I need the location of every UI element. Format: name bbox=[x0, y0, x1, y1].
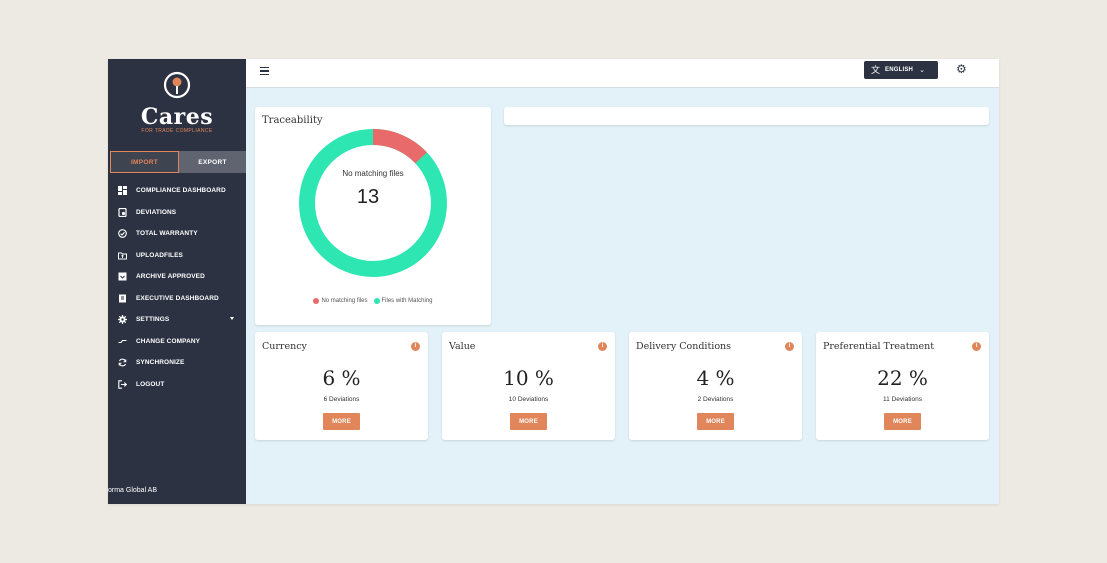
more-button[interactable]: MORE bbox=[510, 413, 547, 430]
stat-value: 22 % bbox=[877, 366, 928, 390]
archive-icon bbox=[118, 272, 127, 281]
value-card: Value i 10 % 10 Deviations MORE bbox=[442, 332, 615, 440]
language-label: ENGLISH bbox=[885, 67, 914, 73]
stat-value: 6 % bbox=[322, 366, 361, 390]
sidebar-item-compliance-dashboard[interactable]: COMPLIANCE DASHBOARD bbox=[108, 180, 246, 202]
sidebar-item-label: UPLOADFILES bbox=[136, 251, 183, 259]
legend-dot bbox=[313, 298, 320, 304]
executive-icon bbox=[118, 294, 127, 303]
brand-name: Cares bbox=[140, 104, 214, 130]
preferential-treatment-card: Preferential Treatment i 22 % 11 Deviati… bbox=[816, 332, 989, 440]
upload-folder-icon bbox=[118, 251, 127, 260]
card-title: Currency bbox=[262, 341, 307, 352]
currency-card: Currency i 6 % 6 Deviations MORE bbox=[255, 332, 428, 440]
donut-center-value: 13 bbox=[356, 186, 380, 208]
legend-label: No matching files bbox=[321, 298, 368, 304]
settings-gear-icon[interactable]: ⚙ bbox=[956, 62, 967, 76]
sidebar-item-logout[interactable]: LOGOUT bbox=[108, 374, 246, 396]
stat-value: 10 % bbox=[503, 366, 554, 390]
legend-dot bbox=[373, 298, 380, 304]
more-button[interactable]: MORE bbox=[884, 413, 921, 430]
sidebar-nav: COMPLIANCE DASHBOARD DEVIATIONS TOTAL WA… bbox=[108, 180, 246, 395]
chevron-down-icon: ⌄ bbox=[919, 67, 925, 74]
sidebar-item-change-company[interactable]: CHANGE COMPANY bbox=[108, 331, 246, 353]
sidebar-item-label: TOTAL WARRANTY bbox=[136, 230, 198, 238]
info-icon[interactable]: i bbox=[785, 342, 794, 351]
sidebar-item-label: COMPLIANCE DASHBOARD bbox=[136, 187, 226, 195]
sidebar-item-label: LOGOUT bbox=[136, 380, 165, 388]
export-tab[interactable]: EXPORT bbox=[179, 151, 246, 173]
sidebar-item-label: ARCHIVE APPROVED bbox=[136, 273, 205, 281]
info-icon[interactable]: i bbox=[411, 342, 420, 351]
sidebar-item-label: SYNCHRONIZE bbox=[136, 359, 185, 367]
delivery-conditions-card: Delivery Conditions i 4 % 2 Deviations M… bbox=[629, 332, 802, 440]
info-icon[interactable]: i bbox=[598, 342, 607, 351]
card-title: Preferential Treatment bbox=[823, 341, 935, 352]
sidebar-item-label: CHANGE COMPANY bbox=[136, 337, 201, 345]
app-window: Cares FOR TRADE COMPLIANCE IMPORT EXPORT… bbox=[108, 59, 999, 504]
menu-icon[interactable] bbox=[260, 67, 269, 76]
donut-center-label: No matching files bbox=[342, 169, 404, 178]
sidebar-item-settings[interactable]: SETTINGS bbox=[108, 309, 246, 331]
card-title: Value bbox=[449, 341, 476, 352]
import-tab[interactable]: IMPORT bbox=[110, 151, 179, 173]
sidebar-item-label: SETTINGS bbox=[136, 316, 170, 324]
chart-legend: No matching files Files with Matching bbox=[255, 298, 491, 304]
legend-label: Files with Matching bbox=[381, 298, 433, 304]
card-title: Delivery Conditions bbox=[636, 341, 732, 352]
more-button[interactable]: MORE bbox=[697, 413, 734, 430]
donut-slice-no-matching-files[interactable] bbox=[299, 129, 447, 277]
sidebar-item-synchronize[interactable]: SYNCHRONIZE bbox=[108, 352, 246, 374]
stat-deviations: 11 Deviations bbox=[883, 396, 922, 403]
translate-icon: 文 bbox=[871, 64, 881, 75]
sidebar-item-archive-approved[interactable]: ARCHIVE APPROVED bbox=[108, 266, 246, 288]
more-button[interactable]: MORE bbox=[323, 413, 360, 430]
check-circle-icon bbox=[118, 229, 127, 239]
top-bar: 文 ENGLISH ⌄ ⚙ bbox=[246, 59, 999, 88]
logout-icon bbox=[118, 380, 127, 389]
legend-item-matching[interactable]: Files with Matching bbox=[373, 298, 433, 304]
sidebar-item-uploadfiles[interactable]: UPLOADFILES bbox=[108, 245, 246, 267]
company-name: orma Global AB bbox=[108, 487, 158, 494]
brand-tagline: FOR TRADE COMPLIANCE bbox=[141, 128, 213, 134]
sidebar-item-label: EXECUTIVE DASHBOARD bbox=[136, 294, 219, 302]
sidebar-item-label: DEVIATIONS bbox=[136, 208, 177, 216]
legend-item-no-matching[interactable]: No matching files bbox=[313, 298, 368, 304]
change-icon bbox=[118, 337, 127, 346]
stat-value: 4 % bbox=[696, 366, 735, 390]
card-title: Traceability bbox=[262, 115, 323, 126]
chevron-down-icon bbox=[230, 317, 234, 320]
logo-mark-icon bbox=[163, 71, 191, 99]
traceability-card: Traceability No matching files 13 No mat… bbox=[255, 107, 491, 325]
sidebar-item-total-warranty[interactable]: TOTAL WARRANTY bbox=[108, 223, 246, 245]
import-export-toggle: IMPORT EXPORT bbox=[110, 151, 246, 173]
stat-deviations: 2 Deviations bbox=[697, 396, 734, 403]
deviations-icon bbox=[118, 207, 127, 217]
traceability-donut-chart[interactable] bbox=[295, 125, 451, 281]
dashboard-icon bbox=[118, 186, 127, 196]
sync-icon bbox=[118, 358, 127, 367]
logo[interactable]: Cares FOR TRADE COMPLIANCE bbox=[108, 71, 246, 134]
language-selector[interactable]: 文 ENGLISH ⌄ bbox=[864, 61, 938, 79]
sidebar-item-deviations[interactable]: DEVIATIONS bbox=[108, 202, 246, 224]
gear-icon bbox=[118, 315, 127, 325]
sidebar: Cares FOR TRADE COMPLIANCE IMPORT EXPORT… bbox=[108, 59, 246, 504]
stat-deviations: 6 Deviations bbox=[323, 396, 360, 403]
sidebar-item-executive-dashboard[interactable]: EXECUTIVE DASHBOARD bbox=[108, 288, 246, 310]
empty-card bbox=[504, 107, 989, 125]
info-icon[interactable]: i bbox=[972, 342, 981, 351]
stat-deviations: 10 Deviations bbox=[508, 396, 549, 403]
